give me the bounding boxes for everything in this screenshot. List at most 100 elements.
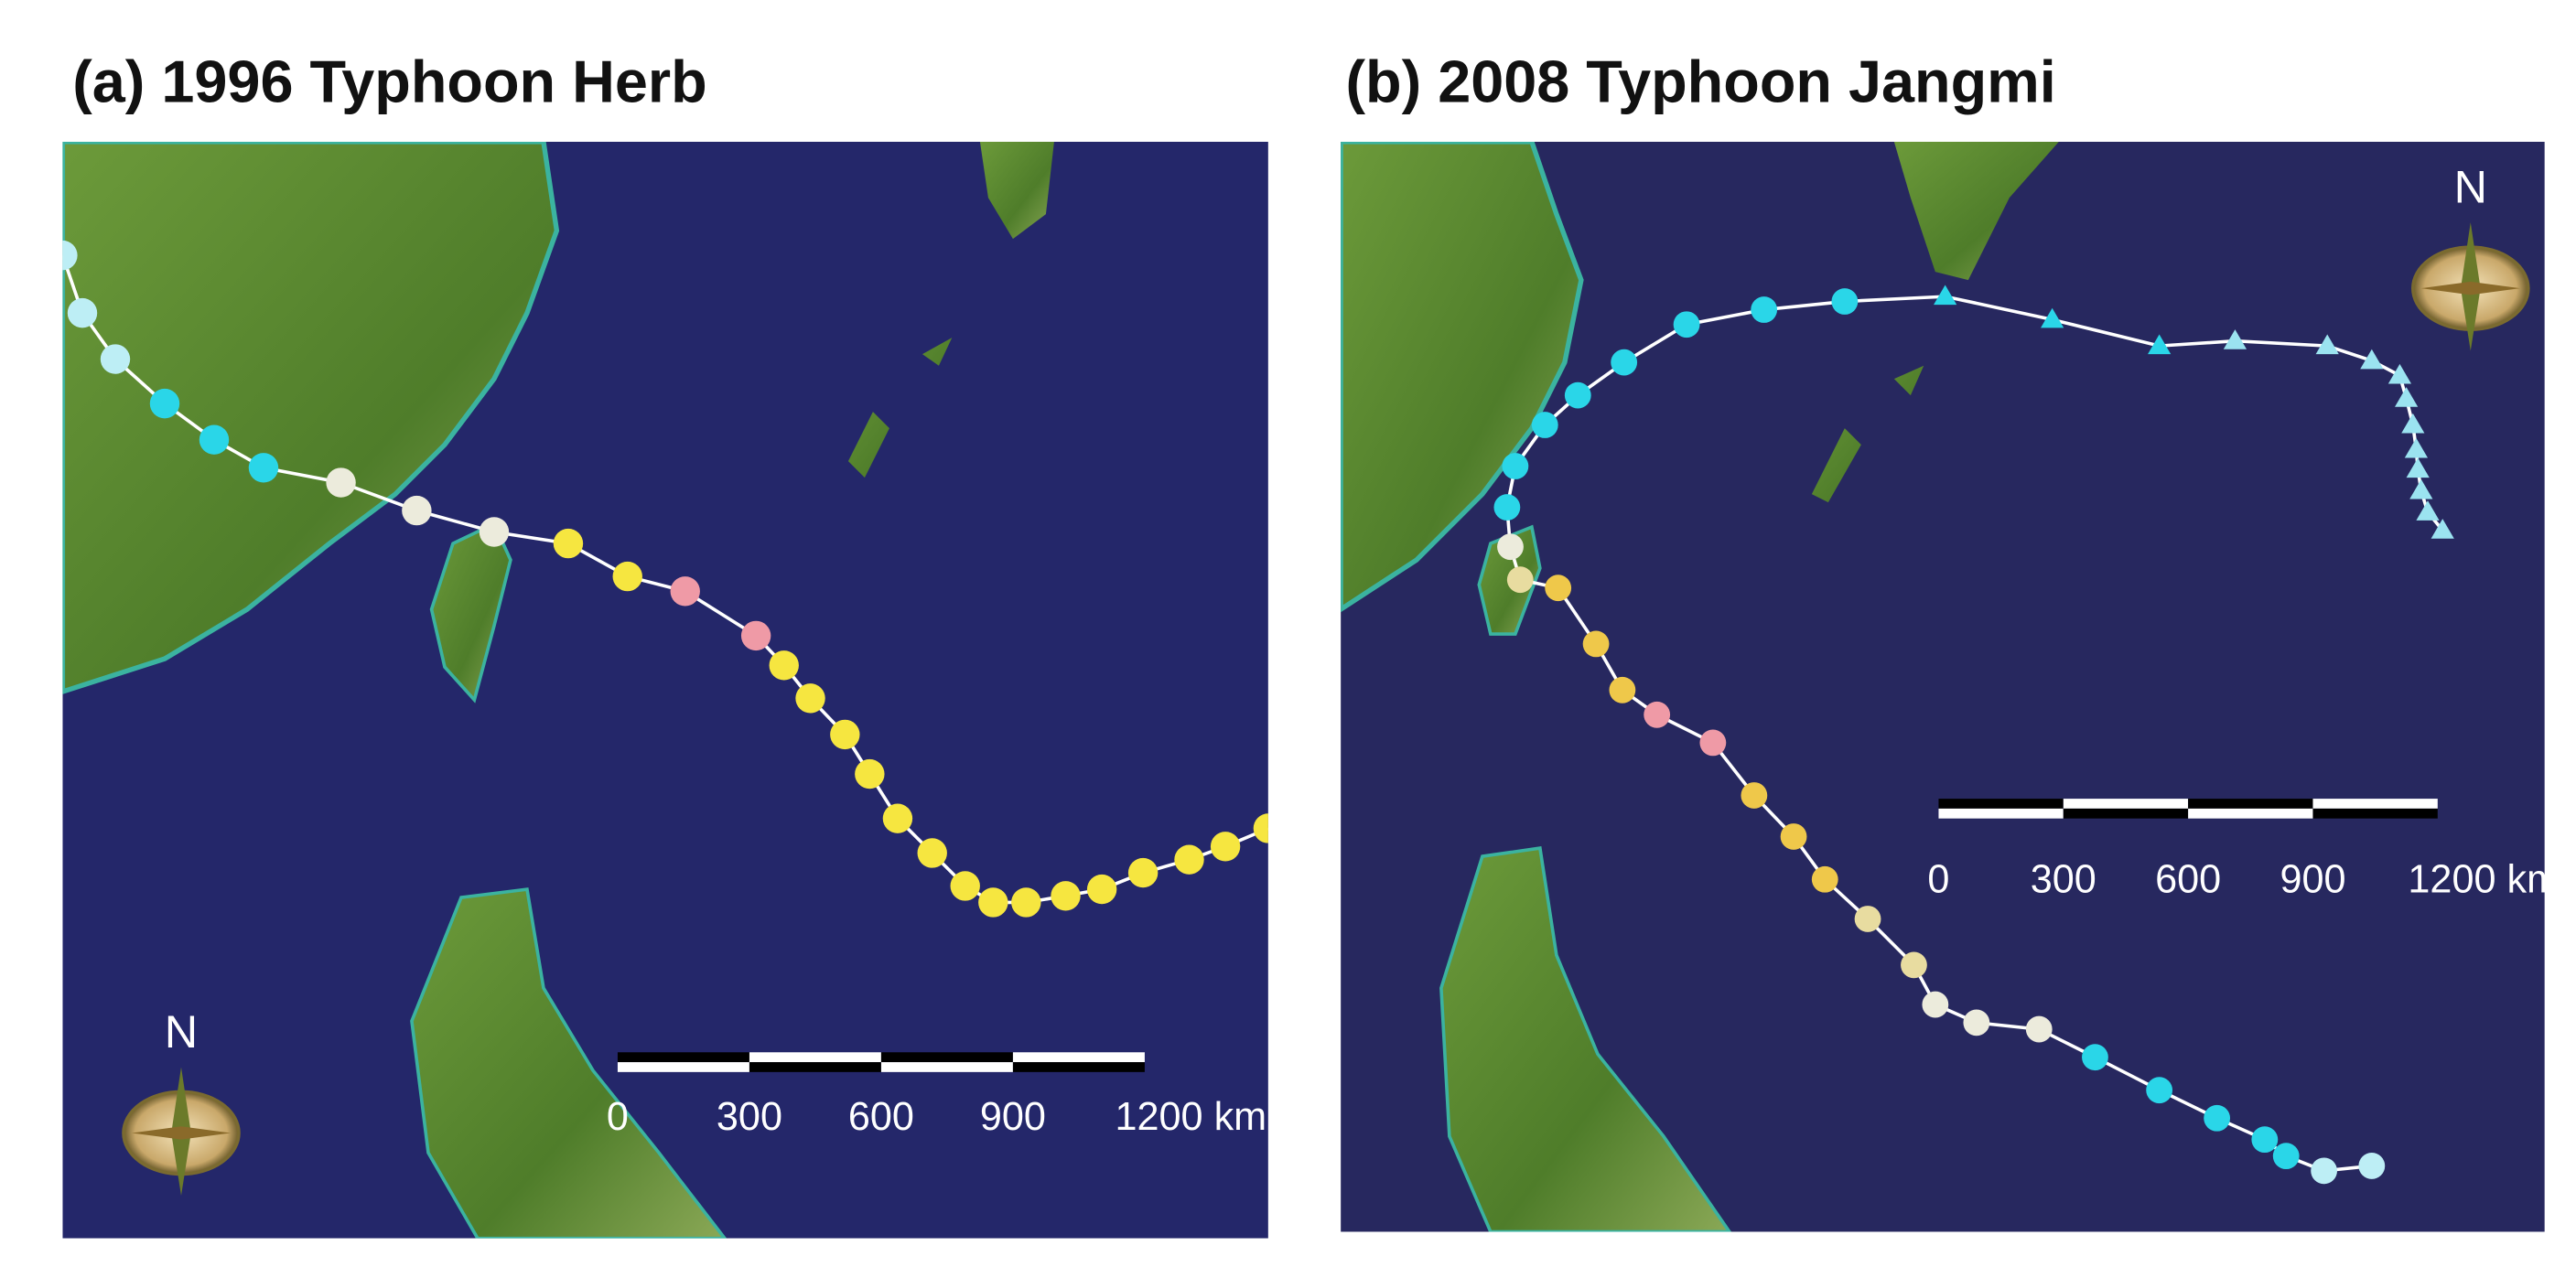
track-triangle — [2315, 334, 2339, 355]
track-point — [855, 758, 885, 789]
scale-bar: 0 300 600 900 1200 km — [1927, 799, 2560, 902]
scale-segment — [2063, 799, 2189, 809]
track-point — [1502, 453, 1529, 479]
track — [1493, 285, 2454, 1185]
track-triangle — [2148, 334, 2172, 355]
track — [62, 240, 1268, 918]
track-point — [326, 467, 356, 498]
track-point — [1493, 494, 1521, 521]
track-point — [2025, 1015, 2053, 1043]
track-point — [882, 803, 913, 833]
track-point — [149, 388, 180, 419]
mainland — [1341, 141, 1584, 613]
track-triangle — [2360, 349, 2384, 370]
scale-label: 900 — [980, 1095, 1046, 1139]
track-triangle — [2223, 329, 2247, 349]
track-triangle — [2041, 307, 2064, 328]
scale-segment — [2063, 808, 2189, 819]
track-point — [67, 297, 98, 328]
track-point — [2272, 1143, 2300, 1170]
scale-bar: 0 300 600 900 1200 km — [607, 1052, 1266, 1139]
track-point — [769, 650, 799, 681]
track-point — [1210, 832, 1241, 862]
track-triangle — [2395, 387, 2419, 407]
track-point — [1174, 844, 1204, 875]
panel-title: (a) 1996 Typhoon Herb — [72, 48, 707, 115]
scale-segment — [2188, 808, 2313, 819]
scale-label: 600 — [848, 1095, 914, 1139]
scale-segment — [2188, 799, 2313, 809]
north-label: N — [2454, 161, 2487, 213]
luzon — [410, 887, 728, 1239]
scale-segment — [749, 1052, 881, 1063]
track-point — [1741, 782, 1768, 809]
track-point — [199, 424, 230, 455]
scale-segment — [880, 1052, 1013, 1063]
track-point — [62, 240, 78, 271]
scale-label: 1200 km — [1116, 1095, 1267, 1139]
scale-label: 1200 km — [2408, 858, 2560, 902]
track-point — [1582, 630, 1610, 658]
track-triangle — [2409, 478, 2433, 499]
scale-segment — [1012, 1062, 1145, 1072]
track-point — [2082, 1044, 2108, 1071]
luzon — [1439, 846, 1732, 1232]
scale-segment — [1012, 1052, 1145, 1063]
track-point — [553, 528, 584, 559]
track-point — [1253, 813, 1268, 843]
track-point — [1963, 1009, 1990, 1036]
track-line — [62, 254, 1268, 905]
track-point — [1922, 991, 1949, 1018]
track-point — [100, 344, 131, 374]
track-triangle — [2416, 500, 2440, 521]
track-point — [978, 887, 1008, 918]
track-point — [1506, 566, 1534, 594]
island — [979, 141, 1054, 240]
islands — [1811, 365, 1924, 503]
track-point — [2358, 1153, 2386, 1179]
track-point — [1901, 951, 1927, 979]
track-point — [1497, 533, 1524, 561]
scale-segment — [880, 1062, 1013, 1072]
track-triangle — [2387, 363, 2412, 384]
scale-label: 300 — [717, 1095, 782, 1139]
korea-japan — [1893, 141, 2059, 281]
track-point — [1780, 823, 1807, 850]
track-point — [1545, 575, 1572, 602]
track-point — [479, 517, 510, 547]
track-point — [1611, 349, 1638, 376]
track-point — [1564, 381, 1591, 409]
track-point — [248, 453, 279, 483]
track-point — [402, 495, 432, 526]
map-a — [62, 141, 1268, 1239]
track-point — [740, 620, 771, 651]
track-point — [670, 576, 700, 607]
track-triangle — [2404, 437, 2429, 458]
track-point — [917, 838, 947, 868]
track-point — [1609, 676, 1636, 703]
track-point — [1673, 311, 1700, 338]
track-triangle — [1934, 285, 1957, 306]
track-point — [612, 561, 642, 592]
compass: N — [2411, 161, 2530, 351]
track-point — [1011, 887, 1041, 918]
track-point — [1644, 701, 1671, 728]
scale-label: 0 — [607, 1095, 629, 1139]
scale-segment — [2312, 799, 2438, 809]
scale-segment — [1938, 799, 2064, 809]
map-b — [1341, 141, 2545, 1232]
scale-label: 900 — [2280, 858, 2345, 902]
track-point — [1086, 874, 1117, 905]
scale-segment — [749, 1062, 881, 1072]
track-point — [1051, 881, 1081, 911]
track-point — [2204, 1104, 2231, 1132]
track-point — [2311, 1157, 2338, 1185]
track-point — [1127, 857, 1159, 888]
scale-label: 600 — [2155, 858, 2221, 902]
scale-label: 0 — [1927, 858, 1949, 902]
scale-segment — [2312, 808, 2438, 819]
track-point — [1751, 296, 1778, 323]
track-point — [1811, 865, 1838, 893]
